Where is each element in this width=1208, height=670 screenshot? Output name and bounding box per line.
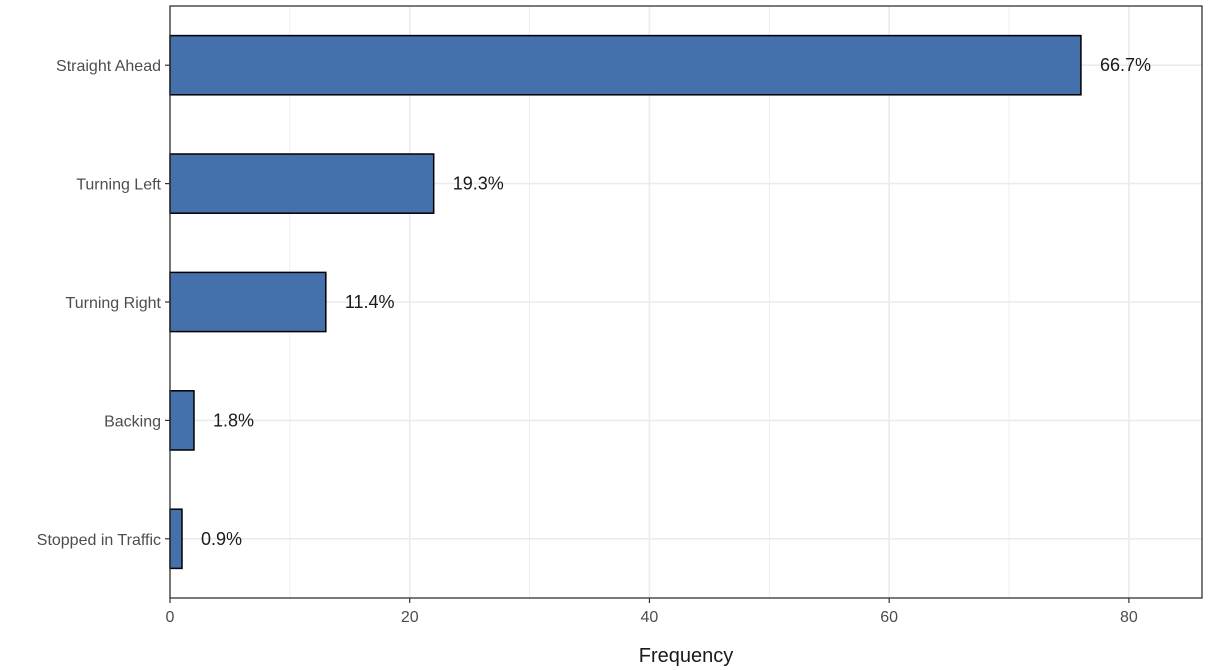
bar (169, 153, 435, 214)
axes: Straight Ahead Turning Left Turning Right B… (37, 58, 1138, 626)
y-tick-label: Turning Right (66, 295, 162, 312)
data-label: 0.9% (201, 529, 242, 549)
data-label: 1.8% (213, 410, 254, 430)
x-tick-label: 80 (1120, 609, 1138, 626)
x-tick-label: 20 (401, 609, 419, 626)
data-label: 11.4% (345, 292, 395, 312)
bar (169, 508, 183, 570)
x-axis-title: Frequency (639, 645, 734, 667)
bar (169, 390, 195, 451)
y-tick-label: Backing (104, 413, 161, 430)
x-tick-label: 60 (880, 609, 898, 626)
data-label: 66.7% (1100, 55, 1151, 75)
data-label: 19.3% (453, 174, 504, 194)
bar (169, 271, 327, 333)
y-tick-label: Stopped in Traffic (37, 532, 161, 549)
data-labels: 66.7% 19.3% 11.4% 1.8% 0.9% (201, 55, 1151, 549)
y-tick-label: Straight Ahead (56, 58, 161, 75)
x-tick-label: 0 (166, 609, 175, 626)
x-tick-label: 40 (641, 609, 659, 626)
bars (169, 34, 1082, 570)
y-tick-label: Turning Left (76, 177, 161, 194)
bar (169, 34, 1082, 96)
